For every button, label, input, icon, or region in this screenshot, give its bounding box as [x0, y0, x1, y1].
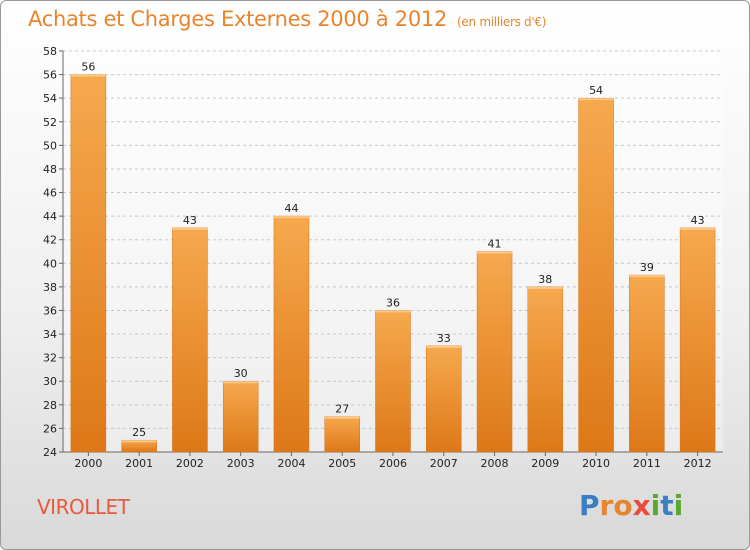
bar-top-2009 — [527, 286, 563, 289]
y-tick-label: 24 — [43, 446, 57, 459]
bar-top-2008 — [477, 251, 513, 254]
logo-letter: o — [613, 489, 633, 522]
value-label-2005: 27 — [335, 403, 349, 416]
x-tick-label-2001: 2001 — [125, 457, 153, 470]
y-tick-label: 40 — [43, 257, 57, 270]
x-tick-label-2010: 2010 — [582, 457, 610, 470]
y-tick-label: 52 — [43, 116, 57, 129]
bars — [70, 74, 716, 453]
x-tick-label-2009: 2009 — [531, 457, 559, 470]
bar-top-2000 — [70, 74, 106, 77]
logo-letter: P — [579, 489, 600, 522]
bar-2010 — [578, 97, 614, 453]
y-tick-label: 50 — [43, 139, 57, 152]
commune-name: VIROLLET — [37, 495, 130, 519]
data-labels: 56 25 43 30 44 27 36 33 41 38 54 39 43 — [81, 61, 704, 440]
value-label-2002: 43 — [183, 214, 197, 227]
bar-2011 — [629, 274, 665, 453]
value-label-2006: 36 — [386, 296, 400, 309]
bar-2008 — [476, 251, 513, 453]
bar-top-2001 — [121, 440, 157, 443]
y-tick-label: 26 — [43, 422, 57, 435]
bar-top-2004 — [273, 216, 309, 219]
x-tick-label-2011: 2011 — [633, 457, 661, 470]
y-tick-label: 32 — [43, 352, 57, 365]
bar-top-2007 — [426, 345, 462, 348]
value-label-2009: 38 — [538, 273, 552, 286]
y-tick-label: 34 — [43, 328, 57, 341]
value-label-2001: 25 — [132, 426, 146, 439]
value-label-2011: 39 — [640, 261, 654, 274]
chart-subtitle: (en milliers d'€) — [457, 15, 547, 29]
bar-2005 — [324, 416, 360, 453]
bar-2000 — [70, 74, 107, 453]
x-tick-label-2007: 2007 — [430, 457, 458, 470]
chart-title: Achats et Charges Externes 2000 à 2012 (e… — [28, 7, 546, 31]
bar-top-2006 — [375, 310, 411, 313]
bar-top-2002 — [172, 227, 208, 230]
logo-letter: r — [599, 489, 614, 522]
bar-2012 — [679, 227, 716, 453]
bar-2002 — [172, 227, 208, 453]
bar-2006 — [375, 310, 411, 453]
bar-2004 — [273, 215, 310, 453]
x-tick-label-2012: 2012 — [684, 457, 712, 470]
y-tick-label: 46 — [43, 187, 57, 200]
y-tick-label: 56 — [43, 69, 57, 82]
logo-letter: x — [632, 489, 651, 522]
logo-letter: i — [673, 489, 684, 522]
bar-2003 — [222, 380, 259, 453]
bar-top-2011 — [629, 275, 665, 278]
x-tick-label-2004: 2004 — [277, 457, 305, 470]
y-tick-label: 54 — [43, 92, 57, 105]
axes: 24 26 28 30 32 34 36 38 40 42 44 46 48 50 52 54 56 58 2000… — [43, 45, 723, 470]
y-tick-label: 30 — [43, 375, 57, 388]
value-label-2012: 43 — [691, 214, 705, 227]
y-tick-label: 38 — [43, 281, 57, 294]
value-label-2007: 33 — [437, 332, 451, 345]
value-label-2003: 30 — [234, 367, 248, 380]
x-tick-label-2008: 2008 — [481, 457, 509, 470]
value-label-2004: 44 — [284, 202, 298, 215]
logo-letter: i — [650, 489, 661, 522]
y-tick-label: 28 — [43, 399, 57, 412]
x-tick-label-2006: 2006 — [379, 457, 407, 470]
x-tick-label-2002: 2002 — [176, 457, 204, 470]
bar-top-2005 — [324, 416, 360, 419]
bar-2007 — [426, 345, 462, 453]
value-label-2008: 41 — [488, 238, 502, 251]
x-tick-label-2003: 2003 — [227, 457, 255, 470]
y-tick-label: 44 — [43, 210, 57, 223]
y-tick-label: 42 — [43, 234, 57, 247]
value-label-2010: 54 — [589, 84, 603, 97]
y-tick-label: 58 — [43, 45, 57, 58]
y-tick-label: 36 — [43, 304, 57, 317]
chart-title-text: Achats et Charges Externes 2000 à 2012 — [28, 7, 448, 31]
x-tick-label-2005: 2005 — [328, 457, 356, 470]
proxiti-logo[interactable]: Proxiti — [579, 489, 683, 522]
bar-top-2010 — [578, 98, 614, 101]
value-label-2000: 56 — [81, 61, 95, 74]
logo-letter: t — [660, 489, 674, 522]
bar-top-2012 — [680, 227, 716, 230]
x-tick-label-2000: 2000 — [74, 457, 102, 470]
bar-2009 — [527, 286, 564, 453]
bar-top-2003 — [223, 381, 259, 384]
y-tick-label: 48 — [43, 163, 57, 176]
